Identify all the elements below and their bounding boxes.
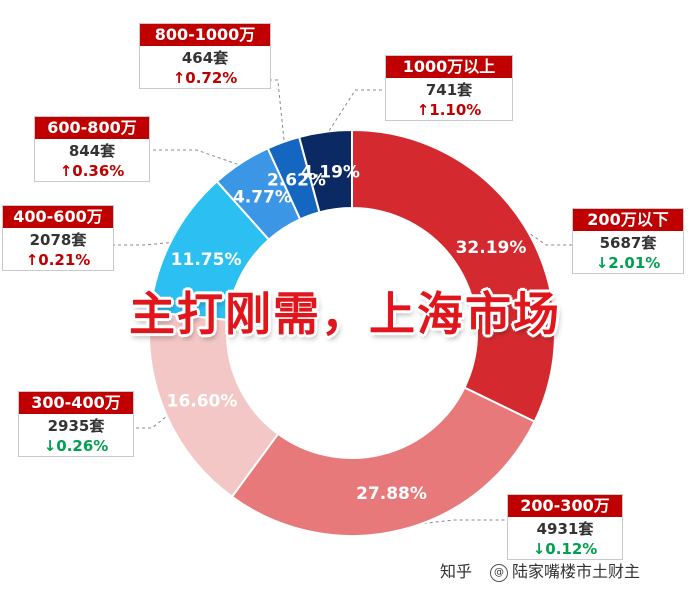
callout-count: 5687套 [599,234,657,252]
source-label: 知乎 [440,562,473,581]
callout-change: ↑0.21% [25,251,91,269]
callout-300-400: 300-400万 2935套 ↓0.26% [18,391,134,457]
callout-600-800: 600-800万 844套 ↑0.36% [34,116,150,182]
callout-count: 464套 [181,49,229,67]
callout-count: 4931套 [536,520,594,538]
slice-label-800-1000: 2.62% [267,171,326,191]
leader-line-under-200 [520,226,572,246]
callout-400-600: 400-600万 2078套 ↑0.21% [2,205,114,271]
footer-source: 知乎 @ 陆家嘴楼市土财主 [440,558,640,582]
wechat-icon: @ [490,563,509,582]
callout-count: 844套 [68,142,116,160]
callout-change: ↓0.26% [43,437,109,455]
slice-label-300-400: 16.60% [167,391,238,411]
callout-header: 300-400万 [19,392,133,414]
callout-change: ↓2.01% [595,254,661,272]
slice-200-300 [230,386,536,537]
callout-header: 800-1000万 [140,24,270,46]
callout-800-1000: 800-1000万 464套 ↑0.72% [139,23,271,89]
callout-header: 600-800万 [35,117,149,139]
callout-change: ↑0.36% [59,162,125,180]
author-label: 陆家嘴楼市土财主 [512,562,641,581]
callout-under-200: 200万以下 5687套 ↓2.01% [572,208,684,274]
slice-label-400-600: 11.75% [171,250,242,270]
leader-lines [114,79,572,527]
chart-headline: 主打刚需，上海市场 [129,287,561,341]
callout-change: ↑0.72% [172,69,238,87]
donut-slices [148,128,556,537]
slice-label-under-200: 32.19% [456,238,527,258]
leader-line-300-400 [134,413,171,429]
callout-change: ↑1.10% [416,101,482,119]
callout-count: 2078套 [29,231,87,249]
callout-200-300: 200-300万 4931套 ↓0.12% [507,494,623,560]
slice-label-1000-plus: 4.19% [301,162,360,182]
callout-header: 200万以下 [573,209,683,231]
callout-header: 1000万以上 [386,56,512,78]
leader-line-400-600 [114,241,175,246]
callout-header: 200-300万 [508,495,622,517]
callout-count: 741套 [425,81,473,99]
callout-1000-plus: 1000万以上 741套 ↑1.10% [385,55,513,121]
slice-label-200-300: 27.88% [356,484,427,504]
callout-change: ↓0.12% [532,540,598,558]
leader-line-1000-plus [325,89,385,136]
leader-line-800-1000 [271,79,286,146]
callout-count: 2935套 [47,417,105,435]
slice-labels: 32.19% 27.88% 16.60% 11.75% 4.77%2.62%4.19% [167,162,527,504]
slice-1000-plus [297,128,353,214]
slice-under-200 [351,128,556,423]
leader-line-600-800 [150,149,244,167]
slice-label-600-800: 4.77% [233,188,292,208]
callout-header: 400-600万 [3,206,113,228]
